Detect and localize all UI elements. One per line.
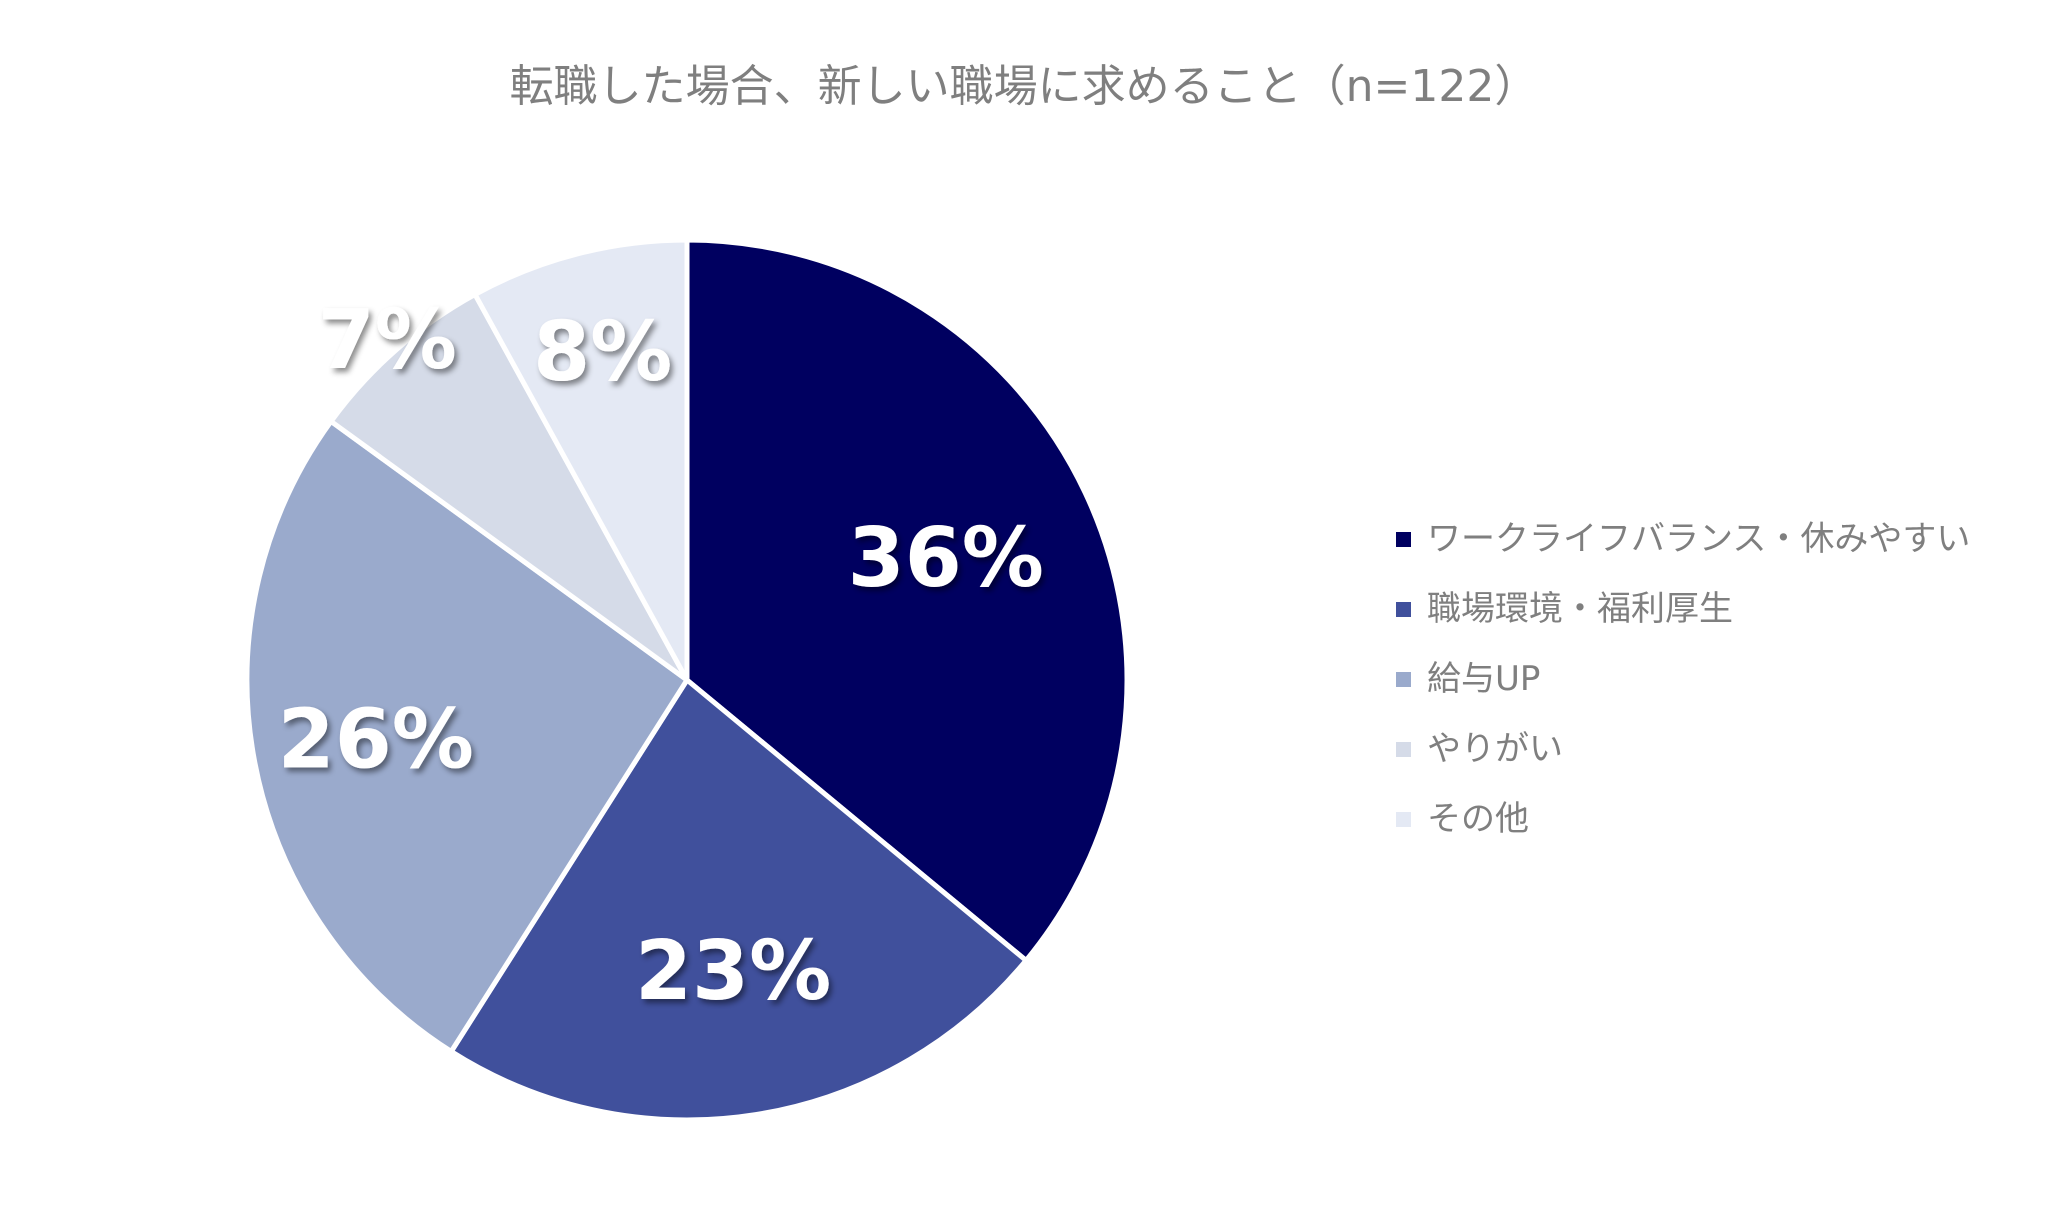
legend-label: その他 xyxy=(1427,799,1529,839)
legend-swatch xyxy=(1396,671,1411,687)
chart-title: 転職した場合、新しい職場に求めること（n=122） xyxy=(509,61,1539,112)
slice-data-label: 36% xyxy=(848,511,1044,606)
pie-slice xyxy=(684,237,1130,963)
slice-data-label: 23% xyxy=(635,924,831,1019)
pie-slice xyxy=(472,237,690,683)
pie-slice xyxy=(244,418,690,1054)
legend-swatch xyxy=(1396,601,1411,617)
legend-item: その他 xyxy=(1396,784,2036,854)
legend-item: 職場環境・福利厚生 xyxy=(1396,574,2036,644)
legend-item: ワークライフバランス・休みやすい xyxy=(1396,504,2036,574)
pie-slice xyxy=(328,291,690,683)
legend-label: ワークライフバランス・休みやすい xyxy=(1427,519,1971,559)
legend-swatch xyxy=(1396,741,1411,757)
legend-swatch xyxy=(1396,811,1411,827)
slice-data-label: 26% xyxy=(278,692,474,787)
legend: ワークライフバランス・休みやすい 職場環境・福利厚生 給与UP やりがいその他 xyxy=(1396,504,2036,854)
slice-data-label: 8% xyxy=(533,305,672,400)
legend-item: やりがい xyxy=(1396,714,2036,784)
slice-data-label: 7% xyxy=(318,293,457,388)
legend-label: やりがい xyxy=(1427,729,1563,769)
legend-label: 職場環境・福利厚生 xyxy=(1427,589,1733,629)
legend-item: 給与UP xyxy=(1396,644,2036,714)
legend-label: 給与UP xyxy=(1427,659,1541,699)
legend-swatch xyxy=(1396,531,1411,547)
pie-slice xyxy=(448,677,1029,1123)
